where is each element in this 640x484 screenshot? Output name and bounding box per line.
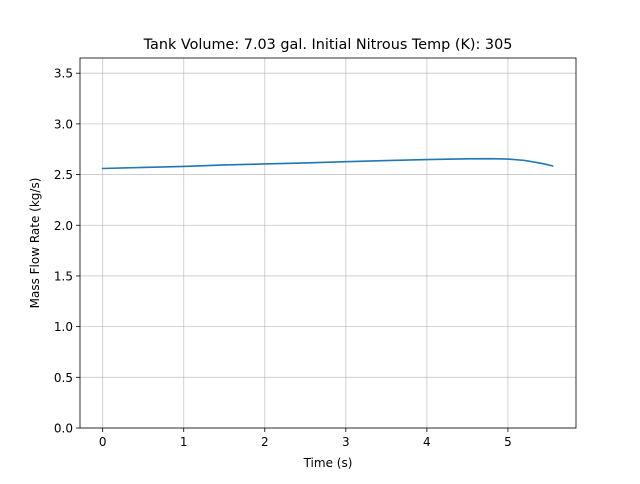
- plot-frame: [79, 57, 577, 429]
- x-axis-label: Time (s): [303, 456, 353, 470]
- series-layer: [101, 157, 554, 170]
- chart-title: Tank Volume: 7.03 gal. Initial Nitrous T…: [143, 37, 513, 53]
- y-tick-label: 2.0: [54, 219, 73, 233]
- ticks: 0 1 2 3 4 5 0.0 0.5 1.0 1.5 2.0 2.5 3.0 3.5: [54, 67, 512, 449]
- x-tick-label: 1: [180, 435, 188, 449]
- x-tick-label: 5: [504, 435, 512, 449]
- x-tick-label: 0: [99, 435, 107, 449]
- x-tick-label: 3: [342, 435, 350, 449]
- y-tick-label: 1.0: [54, 320, 73, 334]
- y-tick-label: 3.5: [54, 67, 73, 81]
- y-tick-label: 0.5: [54, 371, 73, 385]
- y-axis-label: Mass Flow Rate (kg/s): [28, 178, 42, 309]
- y-tick-label: 1.5: [54, 269, 73, 283]
- x-tick-label: 2: [261, 435, 269, 449]
- y-tick-label: 0.0: [54, 422, 73, 436]
- y-tick-label: 2.5: [54, 168, 73, 182]
- mass-flow-series-line: [101, 157, 554, 170]
- grid: [80, 58, 576, 429]
- y-tick-label: 3.0: [54, 117, 73, 131]
- x-tick-label: 4: [423, 435, 431, 449]
